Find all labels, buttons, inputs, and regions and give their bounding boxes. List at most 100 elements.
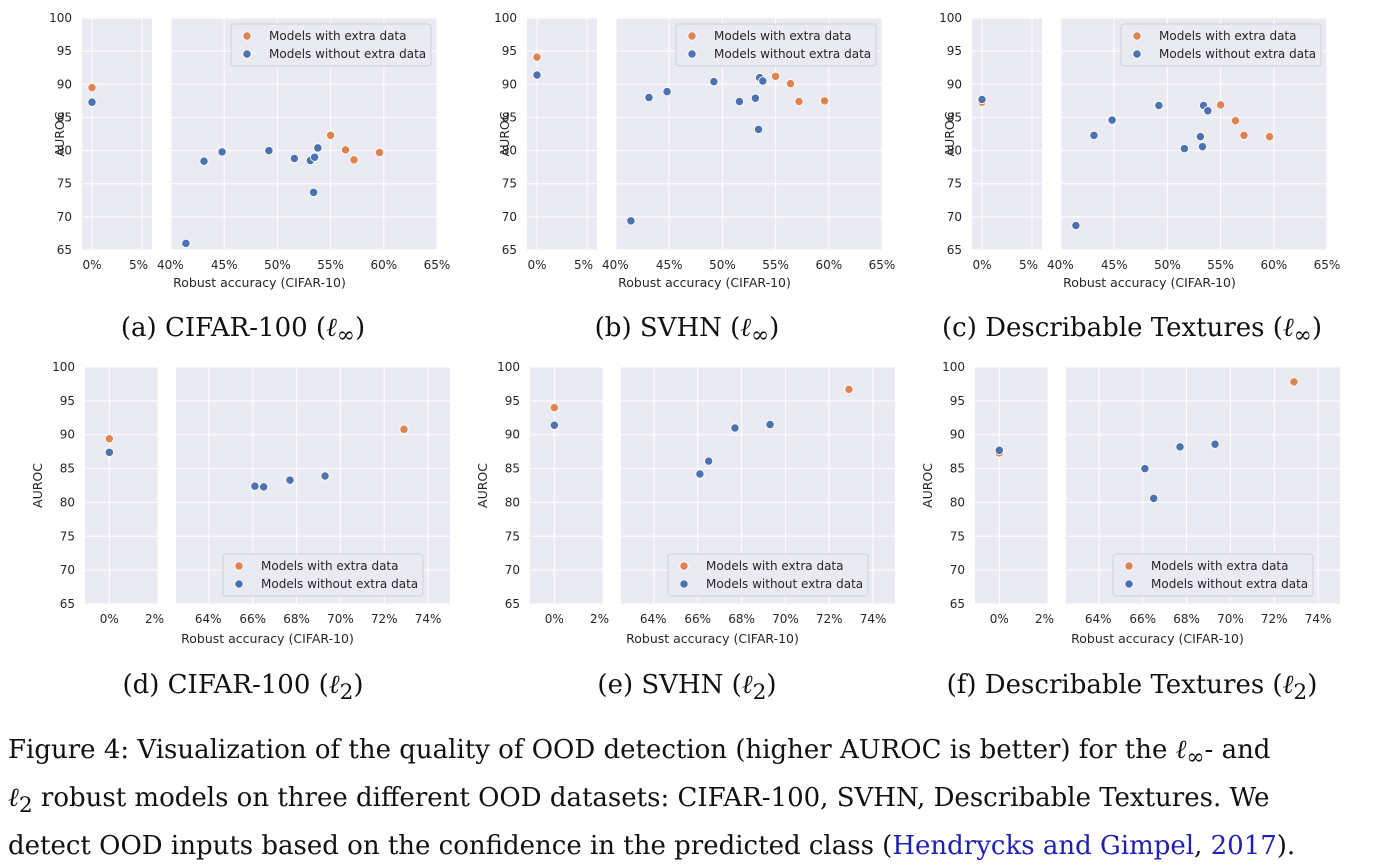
point-with-extra-data xyxy=(532,52,542,62)
point-without-extra-data xyxy=(977,94,987,105)
y-tick-label: 95 xyxy=(947,44,962,58)
y-tick-label: 100 xyxy=(497,360,520,374)
x-tick-label: 64% xyxy=(195,612,222,626)
y-tick-label: 100 xyxy=(939,11,962,25)
y-tick-label: 65 xyxy=(950,597,965,611)
panel-left-bg xyxy=(82,18,152,250)
point-without-extra-data xyxy=(662,86,672,97)
point-without-extra-data xyxy=(1210,439,1220,449)
y-tick-label: 65 xyxy=(60,597,75,611)
x-tick-label: 74% xyxy=(1305,612,1332,626)
legend-frame xyxy=(230,23,432,67)
y-tick-label: 100 xyxy=(942,360,965,374)
y-tick-label: 70 xyxy=(947,210,962,224)
panel-left-bg xyxy=(530,367,603,604)
x-tick-label: 74% xyxy=(860,612,887,626)
y-tick-label: 65 xyxy=(57,243,72,257)
point-with-extra-data xyxy=(87,82,97,93)
legend-marker-with-extra xyxy=(234,561,244,571)
legend-marker-with-extra xyxy=(687,31,697,41)
x-tick-label: 5% xyxy=(1019,258,1038,272)
point-without-extra-data xyxy=(1179,143,1190,154)
y-tick-label: 65 xyxy=(505,597,520,611)
chart-a: 0% 5% 40% 45% 50% 55% 60% 65% 100 95 90 85 80 75 70 65 A… xyxy=(49,11,450,290)
x-tick-label: 2% xyxy=(145,612,164,626)
y-tick-label: 100 xyxy=(494,11,517,25)
y-tick-label: 80 xyxy=(60,495,75,509)
x-tick-label: 40% xyxy=(157,258,184,272)
x-tick-label: 0% xyxy=(972,258,991,272)
point-without-extra-data xyxy=(532,70,542,80)
point-without-extra-data xyxy=(320,471,330,481)
x-tick-label: 2% xyxy=(590,612,609,626)
subcaption-e: (e) SVHN (ℓ2) xyxy=(597,670,777,706)
point-without-extra-data xyxy=(994,445,1004,455)
point-without-extra-data xyxy=(181,238,191,249)
legend-marker-without-extra xyxy=(242,49,252,59)
y-tick-label: 75 xyxy=(57,177,72,191)
point-without-extra-data xyxy=(1149,493,1159,504)
legend-label: Models with extra data xyxy=(714,29,851,43)
point-without-extra-data xyxy=(1107,115,1117,125)
x-tick-label: 70% xyxy=(772,612,799,626)
point-with-extra-data xyxy=(770,71,781,81)
legend-marker-with-extra xyxy=(1132,31,1142,41)
point-without-extra-data xyxy=(730,423,740,433)
y-tick-label: 90 xyxy=(950,428,965,442)
chart-f: 0% 2% 64% 66% 68% 70% 72% 74% 100 95 90 85 80 75 70 65 A… xyxy=(920,360,1340,646)
point-without-extra-data xyxy=(644,92,654,103)
x-tick-label: 45% xyxy=(1101,258,1128,272)
point-without-extra-data xyxy=(199,156,209,166)
x-tick-label: 64% xyxy=(640,612,667,626)
legend: Models with extra data Models without ext… xyxy=(675,23,877,67)
x-axis-label: Robust accuracy (CIFAR-10) xyxy=(1063,275,1236,290)
x-tick-label: 50% xyxy=(264,258,291,272)
point-with-extra-data xyxy=(399,424,409,434)
point-without-extra-data xyxy=(1154,100,1164,111)
legend-label: Models without extra data xyxy=(1159,47,1316,61)
y-axis-label: AUROC xyxy=(920,463,935,508)
y-tick-label: 70 xyxy=(60,563,75,577)
point-without-extra-data xyxy=(259,482,269,492)
point-without-extra-data xyxy=(285,475,295,485)
x-tick-label: 60% xyxy=(370,258,397,272)
x-tick-label: 5% xyxy=(129,258,148,272)
point-with-extra-data xyxy=(104,434,114,444)
y-tick-label: 75 xyxy=(950,529,965,543)
x-tick-label: 5% xyxy=(574,258,593,272)
y-tick-label: 80 xyxy=(950,495,965,509)
legend-frame xyxy=(1112,553,1314,597)
point-without-extra-data xyxy=(1140,463,1150,474)
point-with-extra-data xyxy=(1215,100,1226,110)
chart-e: 0% 2% 64% 66% 68% 70% 72% 74% 100 95 90 85 80 75 70 65 A… xyxy=(475,360,895,646)
figure-caption: Figure 4: Visualization of the quality o… xyxy=(8,735,1296,862)
point-without-extra-data xyxy=(734,96,745,107)
citation-link[interactable]: Hendrycks and Gimpel, 2017 xyxy=(892,831,1277,862)
y-tick-label: 90 xyxy=(57,77,72,91)
subcaption-d: (d) CIFAR-100 (ℓ2) xyxy=(122,670,364,706)
point-without-extra-data xyxy=(695,469,705,479)
y-tick-label: 75 xyxy=(947,177,962,191)
x-tick-label: 0% xyxy=(82,258,101,272)
y-tick-label: 100 xyxy=(49,11,72,25)
y-tick-label: 70 xyxy=(502,210,517,224)
chart-d: 0% 2% 64% 66% 68% 70% 72% 74% 100 95 90 85 80 75 70 65 A… xyxy=(30,360,450,646)
subcaption-c: (c) Describable Textures (ℓ∞) xyxy=(942,313,1322,349)
x-tick-label: 50% xyxy=(709,258,736,272)
y-tick-label: 95 xyxy=(60,394,75,408)
x-tick-label: 66% xyxy=(1129,612,1156,626)
legend-label: Models with extra data xyxy=(706,559,843,573)
legend-marker-without-extra xyxy=(1132,49,1142,59)
point-with-extra-data xyxy=(785,78,796,89)
point-with-extra-data xyxy=(1230,116,1241,126)
x-tick-label: 55% xyxy=(317,258,344,272)
point-without-extra-data xyxy=(87,97,97,107)
y-tick-label: 70 xyxy=(505,563,520,577)
point-without-extra-data xyxy=(104,447,114,457)
legend-frame xyxy=(222,553,424,597)
legend-frame xyxy=(675,23,877,67)
y-axis-label: AUROC xyxy=(52,111,67,156)
y-tick-label: 85 xyxy=(947,110,962,124)
point-with-extra-data xyxy=(549,402,559,413)
x-tick-label: 0% xyxy=(545,612,564,626)
